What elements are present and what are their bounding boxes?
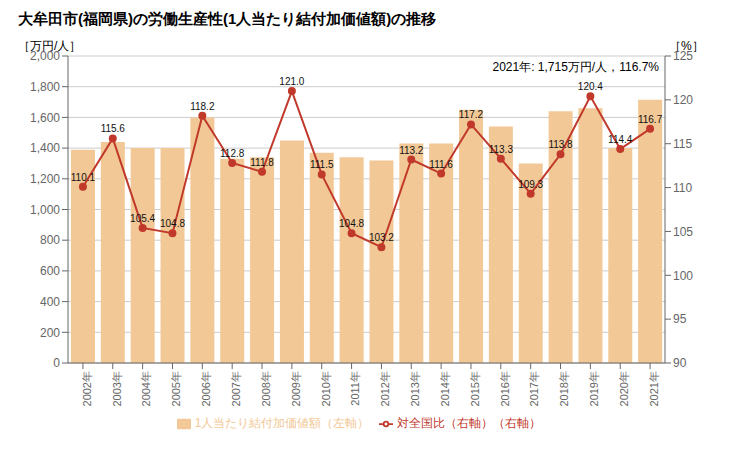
svg-text:1,800: 1,800	[30, 80, 60, 94]
svg-text:116.7: 116.7	[638, 114, 663, 125]
svg-text:600: 600	[40, 264, 60, 278]
svg-text:2006年: 2006年	[200, 371, 212, 406]
svg-text:115.6: 115.6	[101, 123, 126, 134]
svg-text:125: 125	[673, 49, 693, 63]
html-text:1人当たり結付加価値額（左軸）: 1人当たり結付加価値額（左軸）	[194, 416, 370, 430]
svg-text:115: 115	[673, 137, 692, 151]
svg-text:2017年: 2017年	[528, 371, 540, 406]
svg-text:117.2: 117.2	[459, 109, 484, 120]
svg-text:90: 90	[673, 356, 687, 370]
svg-text:2002年: 2002年	[81, 371, 93, 406]
svg-text:120: 120	[673, 93, 693, 107]
svg-text:2007年: 2007年	[230, 371, 242, 406]
svg-text:1,600: 1,600	[30, 111, 60, 125]
svg-text:105: 105	[673, 225, 693, 239]
svg-text:111.5: 111.5	[310, 159, 334, 170]
html-text:対全国比（右軸）（右軸）: 対全国比（右軸）（右軸）	[397, 416, 542, 430]
svg-text:200: 200	[40, 326, 60, 340]
svg-text:1,200: 1,200	[30, 172, 60, 186]
svg-text:104.8: 104.8	[160, 218, 185, 229]
svg-text:1,000: 1,000	[30, 203, 60, 217]
svg-text:400: 400	[40, 295, 60, 309]
svg-text:2008年: 2008年	[260, 371, 272, 406]
svg-text:110: 110	[673, 181, 692, 195]
svg-text:800: 800	[40, 233, 60, 247]
svg-text:104.8: 104.8	[339, 218, 364, 229]
svg-text:109.3: 109.3	[518, 179, 543, 190]
svg-text:2005年: 2005年	[170, 371, 182, 406]
svg-text:2021年: 2021年	[648, 371, 660, 406]
html-text:大牟田市(福岡県)の労働生産性(1人当たり結付加価値額)の推: 大牟田市(福岡県)の労働生産性(1人当たり結付加価値額)の推移	[18, 10, 437, 27]
svg-text:1,400: 1,400	[30, 141, 60, 155]
svg-text:111.8: 111.8	[250, 157, 274, 168]
html-text:［万円/人］: ［万円/人］	[18, 39, 82, 53]
svg-text:113.8: 113.8	[548, 139, 573, 150]
svg-text:2020年: 2020年	[618, 371, 630, 406]
svg-text:2015年: 2015年	[469, 371, 481, 406]
svg-text:100: 100	[673, 269, 693, 283]
svg-text:2010年: 2010年	[320, 371, 332, 406]
svg-text:2019年: 2019年	[588, 371, 600, 406]
svg-text:112.8: 112.8	[220, 148, 245, 159]
svg-text:2014年: 2014年	[439, 371, 451, 406]
svg-text:2013年: 2013年	[409, 371, 421, 406]
svg-text:2,000: 2,000	[30, 49, 60, 63]
svg-text:0: 0	[53, 356, 60, 370]
svg-text:2009年: 2009年	[290, 371, 302, 406]
svg-text:2018年: 2018年	[558, 371, 570, 406]
svg-text:2003年: 2003年	[111, 371, 123, 406]
svg-text:114.4: 114.4	[608, 134, 633, 145]
svg-text:113.2: 113.2	[399, 145, 424, 156]
svg-text:95: 95	[673, 312, 687, 326]
svg-text:2004年: 2004年	[140, 371, 152, 406]
svg-text:113.3: 113.3	[489, 144, 514, 155]
svg-text:110.1: 110.1	[71, 172, 96, 183]
svg-text:2011年: 2011年	[349, 371, 361, 406]
svg-text:2016年: 2016年	[499, 371, 511, 406]
svg-text:120.4: 120.4	[578, 81, 603, 92]
svg-text:105.4: 105.4	[130, 213, 155, 224]
svg-text:103.2: 103.2	[369, 232, 394, 243]
svg-text:111.6: 111.6	[429, 159, 453, 170]
svg-text:118.2: 118.2	[190, 101, 215, 112]
html-text:2021年: 1,715万円/人，116.7%: 2021年: 1,715万円/人，116.7%	[492, 60, 659, 74]
svg-text:2012年: 2012年	[379, 371, 391, 406]
svg-text:121.0: 121.0	[279, 76, 304, 87]
